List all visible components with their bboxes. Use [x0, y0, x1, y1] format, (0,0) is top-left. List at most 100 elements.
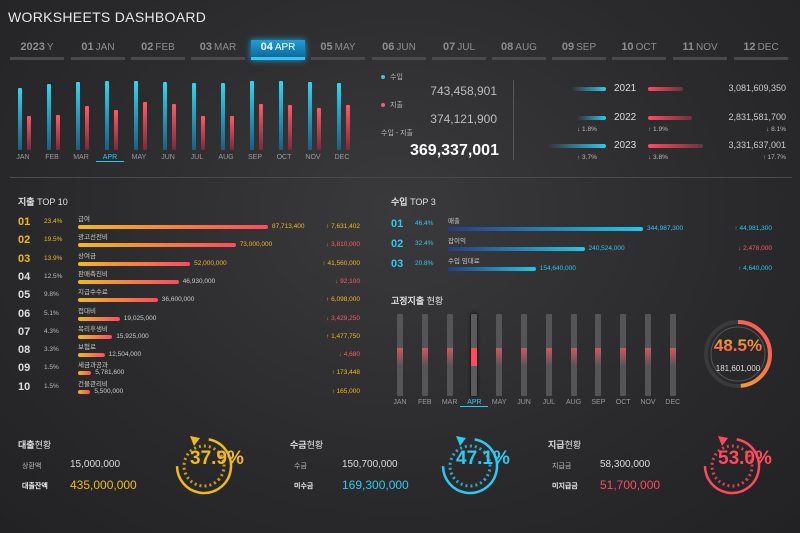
expense-value-04: 46,930,000: [182, 277, 216, 285]
income-bar-feb: [47, 84, 51, 150]
expense-change-01: ↑ 7,631,402: [326, 223, 360, 230]
expense-change-06: ↓ 3,429,250: [326, 314, 360, 322]
month-label-apr[interactable]: APR: [96, 154, 124, 162]
footer-gauge-arc-1: [441, 437, 499, 495]
tab-jun[interactable]: 06 JUN: [372, 40, 426, 60]
income-bar-jun: [163, 82, 167, 150]
tab-apr[interactable]: 04 APR: [251, 40, 305, 60]
fixed-fill-apr: [471, 348, 478, 366]
expense-bar-may: [143, 102, 147, 150]
summary-divider: [513, 80, 514, 160]
expense-bar-mar: [85, 106, 89, 150]
tab-nov[interactable]: 11 NOV: [673, 40, 727, 60]
fixed-month-mar[interactable]: MAR: [441, 399, 458, 406]
expense-bar-dec: [346, 105, 350, 150]
fixed-month-aug[interactable]: AUG: [566, 399, 582, 406]
fixed-fill-oct: [620, 348, 627, 366]
fixed-month-oct[interactable]: OCT: [615, 399, 631, 406]
tab-mar[interactable]: 03 MAR: [191, 40, 245, 60]
income-bar-01: [448, 227, 643, 231]
month-label-oct[interactable]: OCT: [276, 154, 292, 161]
expense-bar-05: [78, 298, 158, 303]
fixed-month-nov[interactable]: NOV: [640, 399, 656, 406]
monthly-bar-chart: [12, 68, 360, 150]
tab-jul[interactable]: 07 JUL: [432, 40, 486, 60]
month-label-mar[interactable]: MAR: [73, 154, 89, 161]
year-expense-bar-2023: [648, 144, 704, 148]
income-rank-01: 01: [391, 218, 404, 230]
footer-pct-1: 47.1%: [456, 448, 510, 469]
tab-dec[interactable]: 12 DEC: [734, 40, 788, 60]
month-label-nov[interactable]: NOV: [305, 154, 321, 161]
expense-change-02: ↓ 3,810,000: [326, 241, 360, 249]
fixed-month-sep[interactable]: SEP: [591, 399, 606, 406]
month-label-dec[interactable]: DEC: [334, 154, 350, 161]
tab-feb[interactable]: 02 FEB: [131, 40, 185, 60]
year-total-delta-2022: ↓ 8.1%: [766, 126, 786, 133]
expense-change-03: ↑ 41,560,000: [322, 259, 360, 267]
expense-pct-06: 5.1%: [44, 309, 59, 317]
expense-bar-feb: [56, 114, 60, 150]
tab-2023[interactable]: 2023 Y: [10, 40, 64, 60]
month-label-sep[interactable]: SEP: [247, 154, 262, 161]
expense-bar-07: [78, 334, 113, 339]
fixed-fill-aug: [570, 348, 577, 366]
month-axis-labels: JAN FEB MAR APR MAY JUN JUL AUG SEP OCT NOV DEC: [12, 154, 360, 166]
fixed-month-jan[interactable]: JAN: [393, 399, 407, 406]
expense-change-07: ↑ 1,477,750: [326, 332, 360, 340]
income-legend: 수입: [381, 72, 403, 82]
income-pct-02: 32.4%: [415, 240, 434, 247]
year-total-2022: 2,831,581,700: [728, 112, 786, 122]
month-label-jan[interactable]: JAN: [16, 154, 30, 161]
fixed-col-nov: [645, 314, 651, 396]
income-pct-01: 46.4%: [415, 220, 434, 227]
expense-rank-10: 10: [18, 380, 31, 393]
tab-oct[interactable]: 10 OCT: [612, 40, 666, 60]
expense-bar-jan: [27, 116, 31, 150]
expense-pct-01: 23.4%: [44, 218, 63, 225]
footer-title-0: 대출현황: [18, 438, 51, 451]
fixed-col-mar: [446, 314, 453, 396]
income-name-03: 수입 임대료: [448, 258, 480, 265]
expense-rank-08: 08: [18, 344, 31, 357]
tab-may[interactable]: 05 MAY: [311, 40, 365, 60]
fixed-col-dec: [669, 314, 676, 396]
tab-jan[interactable]: 01 JAN: [71, 40, 125, 60]
expense-rank-01: 01: [18, 216, 31, 228]
fixed-month-apr[interactable]: APR: [460, 399, 489, 407]
expense-bar-apr: [114, 110, 118, 150]
footer-value1-0: 15,000,000: [70, 459, 121, 470]
income-bar-02: [448, 247, 585, 251]
expense-rank-05: 05: [18, 289, 31, 302]
fixed-month-dec[interactable]: DEC: [665, 399, 681, 406]
income-dot-icon: [381, 75, 385, 80]
expense-pct-08: 3.3%: [44, 346, 59, 354]
fixed-month-jul[interactable]: JUL: [542, 399, 556, 406]
month-label-jul[interactable]: JUL: [190, 154, 204, 161]
income-top3-title: 수입 TOP 3: [391, 197, 436, 207]
fixed-month-jun[interactable]: JUN: [517, 399, 531, 406]
year-income-bar-2023: [547, 144, 606, 148]
tab-aug[interactable]: 08 AUG: [492, 40, 546, 60]
month-label-aug[interactable]: AUG: [218, 154, 234, 161]
fixed-col-sep: [595, 314, 602, 396]
footer-label2-0: 대출잔액: [22, 483, 48, 490]
fixed-fill-jun: [521, 348, 527, 366]
fixed-month-feb[interactable]: FEB: [417, 399, 432, 406]
fixed-month-may[interactable]: MAY: [491, 399, 507, 406]
net-label: 수입 - 지출: [381, 130, 413, 137]
expense-change-09: ↑ 173,448: [331, 369, 360, 377]
month-label-jun[interactable]: JUN: [161, 154, 175, 161]
expense-bar-03: [78, 261, 191, 266]
fixed-col-apr: [471, 314, 478, 396]
income-bar-03: [448, 267, 536, 271]
tab-sep[interactable]: 09 SEP: [552, 40, 606, 60]
footer-value2-1: 169,300,000: [342, 478, 409, 492]
month-label-feb[interactable]: FEB: [45, 154, 59, 161]
expense-change-10: ↑ 165,000: [331, 387, 360, 395]
fixed-expense-gauge: [704, 320, 772, 388]
income-value-02: 240,524,000: [588, 245, 625, 252]
year-income-bar-2021: [570, 87, 606, 91]
fixed-fill-feb: [421, 348, 428, 366]
month-label-may[interactable]: MAY: [131, 154, 147, 161]
